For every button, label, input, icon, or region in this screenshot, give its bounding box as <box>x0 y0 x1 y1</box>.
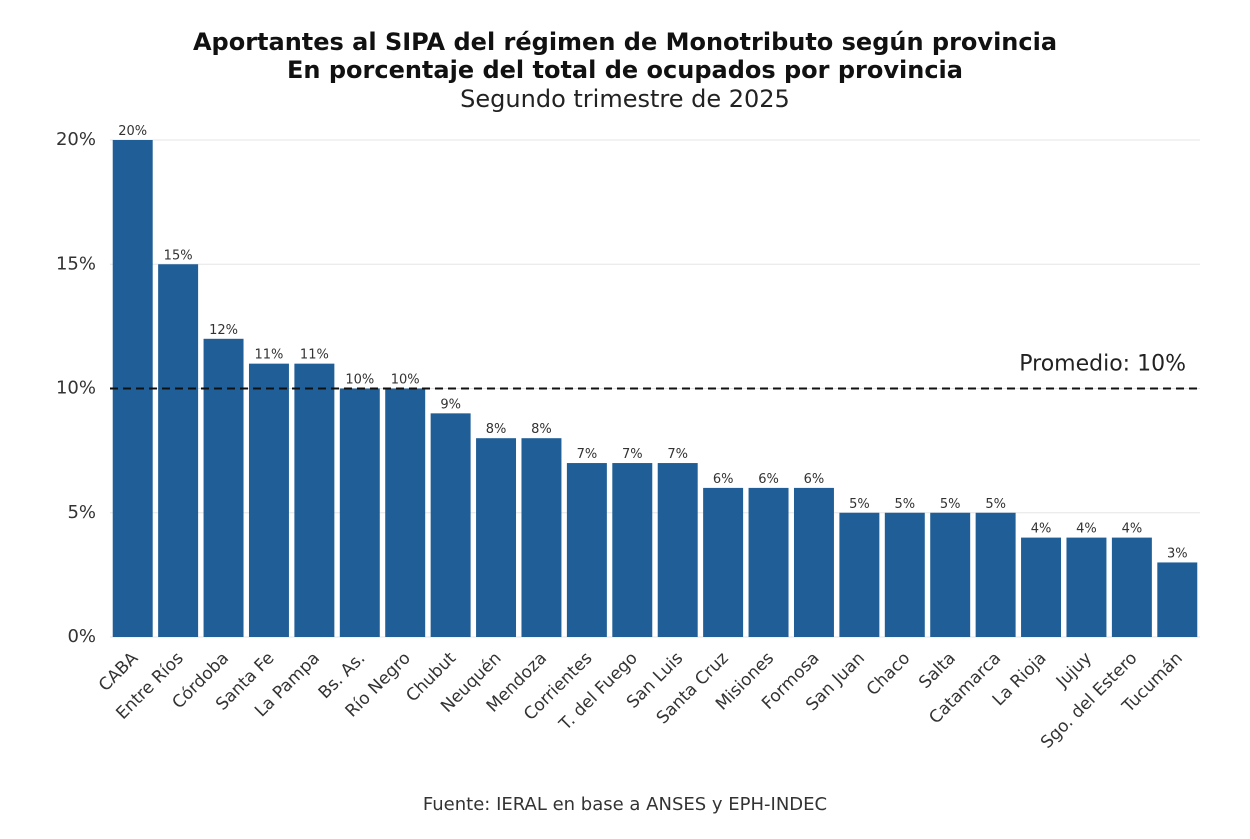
value-label: 8% <box>486 422 507 437</box>
value-label: 20% <box>118 124 147 139</box>
bar <box>839 512 880 637</box>
value-label: 10% <box>345 373 374 388</box>
bar <box>703 487 744 637</box>
value-label: 6% <box>758 472 779 487</box>
bar <box>521 438 562 637</box>
y-tick-label: 20% <box>56 129 96 150</box>
chart-title: Aportantes al SIPA del régimen de Monotr… <box>193 28 1057 56</box>
bar <box>1157 562 1198 637</box>
bar <box>112 140 153 637</box>
value-label: 6% <box>804 472 825 487</box>
bar <box>1066 537 1107 637</box>
value-label: 4% <box>1031 522 1052 537</box>
value-label: 5% <box>985 497 1006 512</box>
value-label: 6% <box>713 472 734 487</box>
value-label: 8% <box>531 422 552 437</box>
bar <box>248 363 289 637</box>
value-label: 7% <box>577 447 598 462</box>
value-label: 12% <box>209 323 238 338</box>
value-label: 10% <box>391 373 420 388</box>
bar <box>294 363 335 637</box>
value-label: 15% <box>164 248 193 263</box>
value-label: 5% <box>894 497 915 512</box>
bar <box>612 463 653 637</box>
value-label: 4% <box>1122 522 1143 537</box>
reference-label: Promedio: 10% <box>1019 352 1186 377</box>
y-tick-label: 10% <box>56 378 96 399</box>
bar <box>385 388 426 637</box>
bar <box>1111 537 1152 637</box>
bar <box>884 512 925 637</box>
chart-title-line2: En porcentaje del total de ocupados por … <box>287 56 963 84</box>
value-label: 7% <box>667 447 688 462</box>
value-label: 9% <box>440 397 461 412</box>
value-label: 11% <box>255 348 284 363</box>
bar <box>975 512 1016 637</box>
bar <box>657 463 698 637</box>
bar <box>1021 537 1062 637</box>
y-tick-label: 15% <box>56 253 96 274</box>
bar <box>203 338 244 637</box>
bar <box>566 463 607 637</box>
bar <box>339 388 380 637</box>
chart-subtitle: Segundo trimestre de 2025 <box>460 85 790 113</box>
bar <box>158 264 199 637</box>
value-label: 5% <box>849 497 870 512</box>
y-tick-label: 0% <box>67 626 96 647</box>
source-note: Fuente: IERAL en base a ANSES y EPH-INDE… <box>423 794 827 815</box>
value-label: 5% <box>940 497 961 512</box>
value-label: 7% <box>622 447 643 462</box>
bar <box>476 438 517 637</box>
value-label: 11% <box>300 348 329 363</box>
y-tick-label: 5% <box>67 502 96 523</box>
bar <box>930 512 971 637</box>
bar <box>793 487 834 637</box>
value-label: 3% <box>1167 546 1188 561</box>
bar <box>748 487 789 637</box>
value-label: 4% <box>1076 522 1097 537</box>
bar <box>430 413 471 637</box>
